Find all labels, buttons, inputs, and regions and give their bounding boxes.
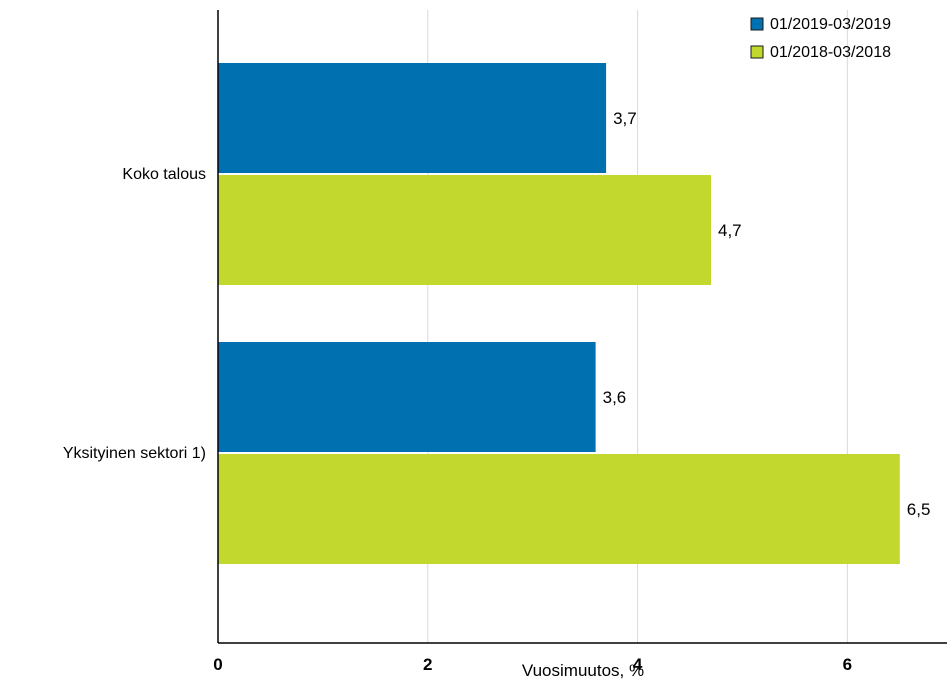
legend-swatch (750, 45, 764, 59)
x-tick-label: 4 (633, 655, 643, 674)
data-label: 4,7 (718, 221, 742, 240)
bar (218, 454, 900, 564)
x-axis-title: Vuosimuutos, % (522, 661, 644, 680)
bar (218, 63, 607, 173)
bars (218, 63, 900, 564)
legend-label: 01/2019-03/2019 (770, 16, 891, 33)
x-tick-label: 2 (423, 655, 432, 674)
x-tick-labels: 0 2 4 6 (213, 655, 852, 674)
legend-label: 01/2018-03/2018 (770, 44, 891, 61)
data-label: 3,7 (613, 109, 637, 128)
legend-swatch (750, 17, 764, 31)
category-label: Yksityinen sektori 1) (63, 445, 206, 462)
data-label: 3,6 (603, 388, 627, 407)
bar (218, 175, 711, 285)
legend: 01/2019-03/2019 01/2018-03/2018 (750, 16, 891, 61)
x-tick-label: 0 (213, 655, 222, 674)
category-labels: Koko talous Yksityinen sektori 1) (63, 166, 206, 462)
data-labels: 3,7 4,7 3,6 6,5 (603, 109, 931, 519)
category-label: Koko talous (122, 166, 206, 183)
bar (218, 342, 596, 452)
x-tick-label: 6 (843, 655, 852, 674)
data-label: 6,5 (907, 500, 931, 519)
axes (217, 10, 947, 644)
